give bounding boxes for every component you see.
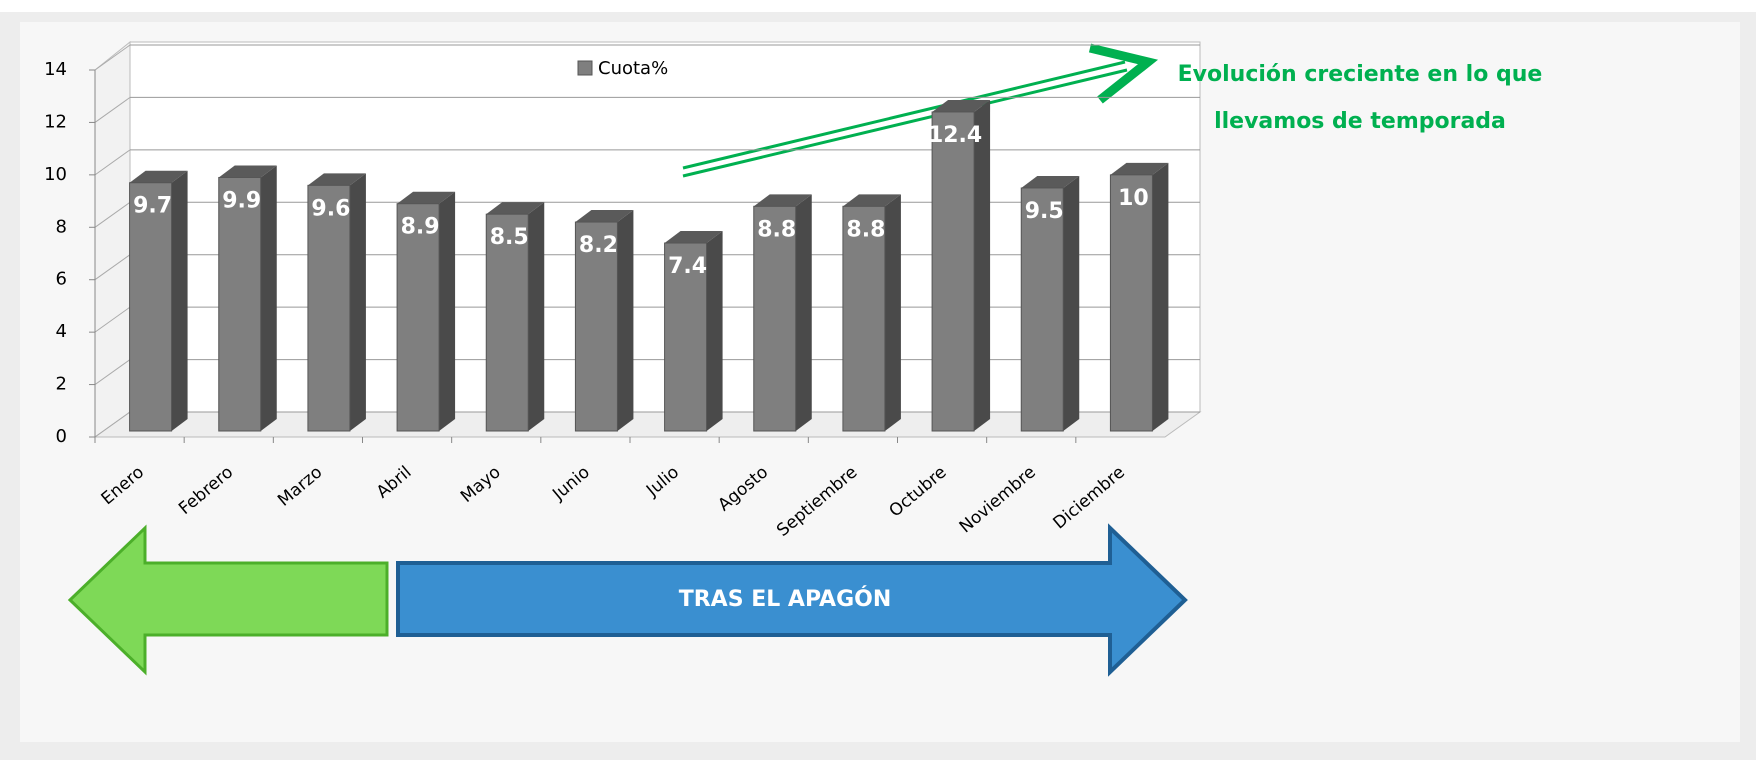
bar-side — [1063, 175, 1080, 431]
grid-line — [94, 44, 131, 71]
value-label: 9.6 — [311, 196, 350, 221]
right-arrow — [396, 523, 1188, 677]
bar — [1020, 187, 1064, 432]
value-label: 12.4 — [928, 123, 982, 148]
bar — [753, 205, 797, 432]
bar-top — [932, 99, 991, 112]
bar-side — [260, 165, 277, 431]
top-band — [0, 0, 1756, 12]
bar — [218, 176, 262, 432]
annotation: llevamos de temporada — [1214, 109, 1506, 134]
bar-top — [397, 191, 456, 204]
y-tick-label: 4 — [56, 321, 67, 342]
bar — [574, 221, 618, 432]
bar-side — [617, 210, 634, 431]
bar-side — [528, 202, 545, 431]
bar-top — [664, 231, 723, 244]
value-label: 9.5 — [1025, 199, 1064, 224]
value-label: 8.5 — [490, 225, 529, 250]
value-label: 7.4 — [668, 254, 707, 279]
grid-line — [94, 359, 131, 385]
y-tick-label: 0 — [56, 426, 67, 447]
bar — [931, 111, 975, 432]
bar-side — [795, 194, 812, 431]
y-tick-label: 6 — [56, 269, 67, 290]
value-label: 9.7 — [133, 194, 172, 219]
value-label: 8.8 — [757, 217, 796, 242]
bar — [664, 242, 708, 432]
annotation: Evolución creciente en lo que — [1178, 62, 1543, 87]
bar — [129, 182, 173, 432]
bar-side — [884, 194, 901, 431]
grid-line — [94, 254, 131, 281]
value-label: 8.8 — [846, 217, 885, 242]
y-tick-label: 14 — [44, 59, 67, 80]
bar-top — [753, 194, 812, 207]
bar-top — [575, 210, 634, 223]
bar — [842, 205, 886, 432]
left-arrow — [67, 524, 389, 676]
bar — [307, 184, 351, 432]
bar-top — [1110, 162, 1169, 175]
bar-top — [307, 173, 366, 186]
bar-top — [129, 170, 188, 183]
grid-line — [94, 201, 131, 228]
bar-side — [1152, 162, 1169, 431]
value-label: 8.9 — [401, 215, 440, 240]
value-label: 8.2 — [579, 233, 618, 258]
bar-top — [842, 194, 901, 207]
y-tick-label: 12 — [44, 111, 67, 132]
grid-line — [94, 149, 131, 176]
bar-side — [349, 173, 366, 432]
value-label: 10 — [1118, 186, 1149, 211]
bar-side — [439, 191, 456, 431]
y-tick-label: 2 — [56, 374, 67, 395]
bar-top — [486, 202, 545, 215]
grid-line — [94, 97, 131, 123]
bar — [1109, 174, 1153, 432]
grid-line — [94, 411, 131, 438]
trend-arrow — [682, 68, 1128, 178]
bar — [396, 203, 440, 432]
y-tick-label: 8 — [56, 216, 67, 237]
legend-label: Cuota% — [598, 58, 668, 79]
banner-text: TRAS EL APAGÓN — [679, 586, 892, 612]
value-label: 9.9 — [222, 188, 261, 213]
bar-top — [1021, 175, 1080, 188]
legend-swatch — [577, 60, 593, 76]
bar-side — [706, 231, 723, 431]
bar-top — [218, 165, 277, 178]
bar — [485, 213, 529, 432]
y-tick-label: 10 — [44, 164, 67, 185]
bar-side — [171, 170, 188, 431]
grid-line — [94, 306, 131, 333]
trend-arrow-head — [1088, 43, 1159, 104]
bar-side — [974, 99, 991, 431]
